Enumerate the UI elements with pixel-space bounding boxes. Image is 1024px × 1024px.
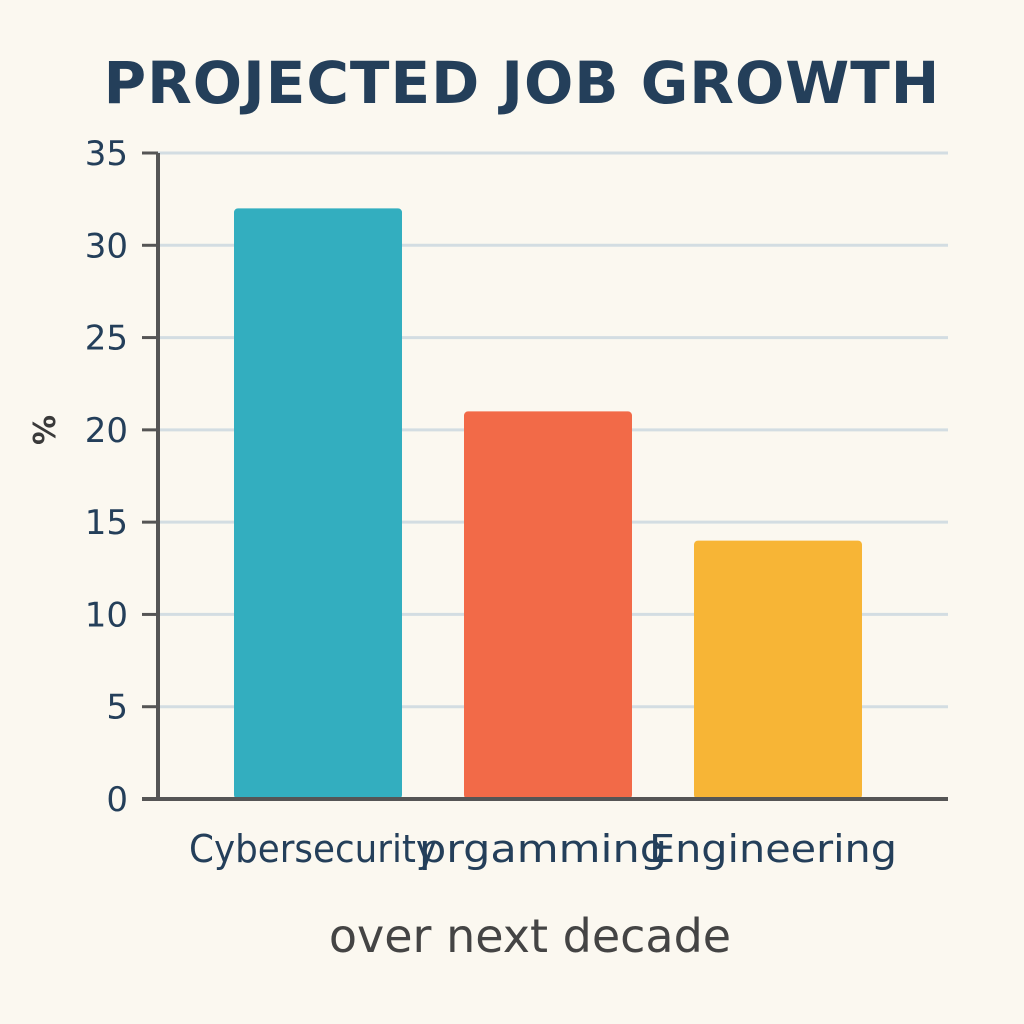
y-tick-label: 30 [85, 226, 128, 266]
y-tick-label: 0 [106, 780, 128, 820]
bar-cybersecurity [234, 208, 402, 799]
y-axis-label: % [28, 415, 63, 445]
y-tick-label: 20 [85, 411, 128, 451]
axes [142, 153, 948, 801]
y-tick-label: 15 [85, 503, 128, 543]
chart-title: PROJECTED JOB GROWTH [104, 49, 941, 117]
bars [234, 208, 862, 799]
x-category-label: prgamming [419, 827, 667, 871]
y-tick-label: 5 [106, 688, 128, 728]
bar-prgamming [464, 411, 632, 799]
x-category-label: Engineering [649, 827, 897, 871]
x-axis-label: over next decade [329, 909, 731, 963]
y-tick-label: 10 [85, 595, 128, 635]
bar-engineering [694, 540, 862, 799]
y-tick-labels: 0 5 10 15 20 25 30 35 [85, 134, 158, 820]
y-tick-label: 35 [85, 134, 128, 174]
y-tick-label: 25 [85, 319, 128, 359]
x-category-label: Cybersecurity [189, 827, 437, 871]
